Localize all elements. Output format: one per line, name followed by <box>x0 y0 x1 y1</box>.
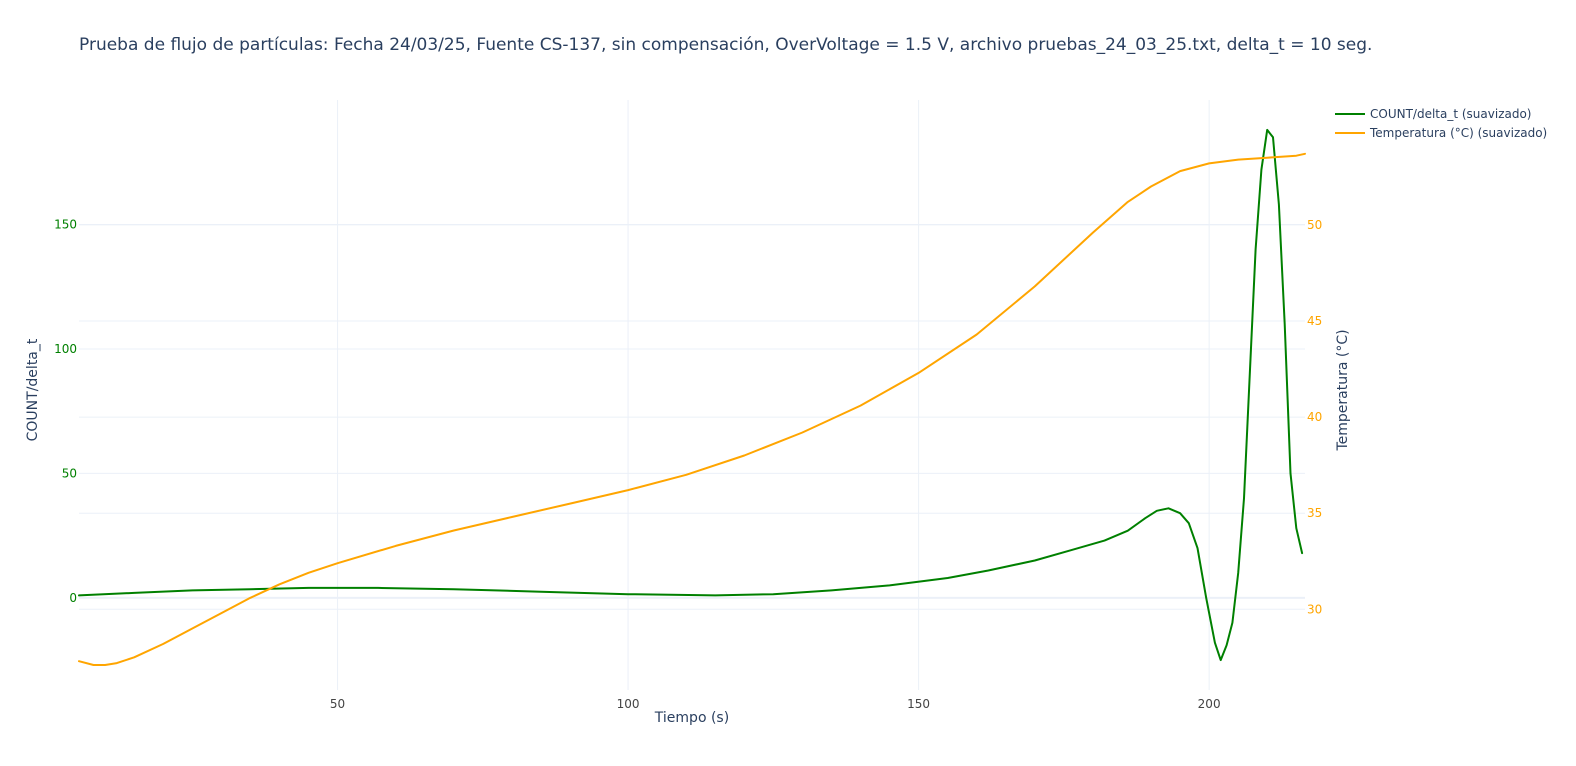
legend-item-count[interactable]: COUNT/delta_t (suavizado) <box>1335 107 1532 121</box>
x-tick-label: 150 <box>907 697 930 711</box>
y2-tick-label: 50 <box>1307 218 1322 232</box>
y2-tick-label: 30 <box>1307 602 1322 616</box>
grid-lines <box>79 100 1305 690</box>
y2-tick-label: 40 <box>1307 410 1322 424</box>
x-axis-title: Tiempo (s) <box>654 710 729 726</box>
legend-item-temperature[interactable]: Temperatura (°C) (suavizado) <box>1335 126 1547 140</box>
y2-axis-ticks: 30 35 40 45 50 <box>1307 218 1322 616</box>
legend: COUNT/delta_t (suavizado) Temperatura (°… <box>1335 107 1547 140</box>
y2-axis-title: Temperatura (°C) <box>1335 329 1351 451</box>
y-tick-label: 0 <box>69 591 77 605</box>
x-tick-label: 100 <box>617 697 640 711</box>
y-axis-ticks: 0 50 100 150 <box>54 217 77 604</box>
y2-tick-label: 45 <box>1307 314 1322 328</box>
x-tick-label: 50 <box>330 697 345 711</box>
legend-label-temperature: Temperatura (°C) (suavizado) <box>1369 126 1547 140</box>
y-tick-label: 50 <box>62 466 77 480</box>
series-layer <box>78 128 1306 666</box>
chart-title: Prueba de flujo de partículas: Fecha 24/… <box>79 35 1372 55</box>
series-line-temperature <box>78 152 1306 666</box>
y-axis-title: COUNT/delta_t <box>25 338 41 441</box>
y-tick-label: 100 <box>54 342 77 356</box>
y2-tick-label: 35 <box>1307 506 1322 520</box>
series-line-count <box>78 128 1304 662</box>
x-tick-label: 200 <box>1198 697 1221 711</box>
x-axis-ticks: 50 100 150 200 <box>330 697 1221 711</box>
y-tick-label: 150 <box>54 217 77 231</box>
legend-label-count: COUNT/delta_t (suavizado) <box>1370 107 1532 121</box>
